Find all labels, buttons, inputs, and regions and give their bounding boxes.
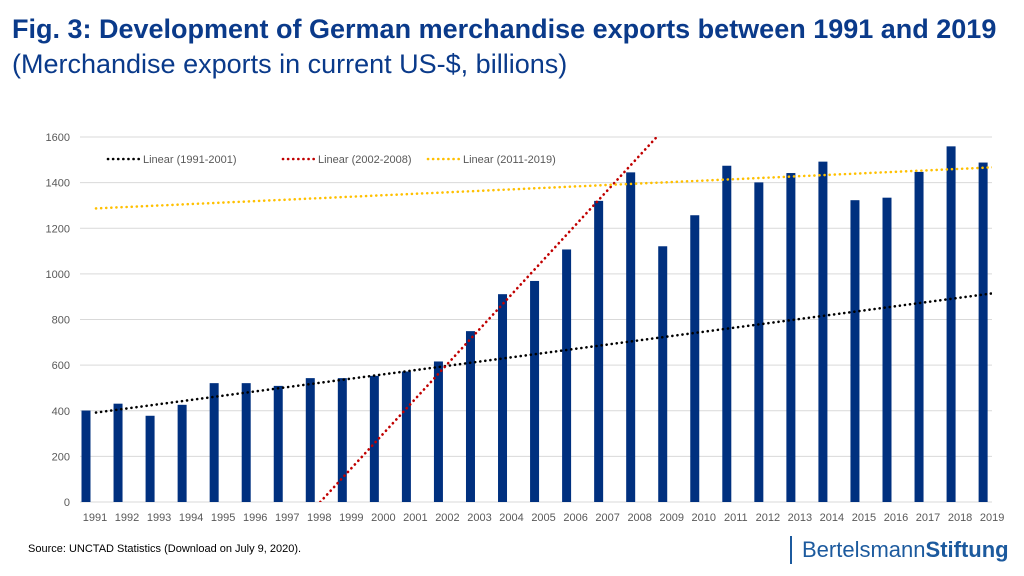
bar-2002 <box>433 361 443 502</box>
bertelsmann-logo: Bertelsmann Stiftung <box>790 535 1009 565</box>
x-tick-label: 2004 <box>499 512 523 524</box>
bar-1993 <box>145 415 155 502</box>
legend-label: Linear (2002-2008) <box>318 154 412 166</box>
y-tick-label: 400 <box>52 406 70 418</box>
bar-2015 <box>850 200 860 503</box>
bar-2010 <box>690 215 700 502</box>
x-tick-label: 2000 <box>371 512 395 524</box>
bar-2018 <box>946 146 956 502</box>
title-subtitle: (Merchandise exports in current US-$, bi… <box>12 49 568 79</box>
x-tick-label: 2019 <box>980 512 1004 524</box>
bar-2012 <box>754 182 764 502</box>
x-tick-label: 2006 <box>563 512 587 524</box>
x-tick-label: 1992 <box>115 512 139 524</box>
logo-text-1: Bertelsmann <box>802 537 926 562</box>
x-tick-label: 1993 <box>147 512 171 524</box>
x-tick-label: 2013 <box>788 512 812 524</box>
y-tick-label: 600 <box>52 360 70 372</box>
bar-2017 <box>914 171 924 502</box>
y-tick-label: 800 <box>52 315 70 327</box>
y-tick-label: 0 <box>64 497 70 509</box>
y-tick-label: 1400 <box>46 178 70 190</box>
bar-2016 <box>882 197 892 502</box>
x-tick-label: 2005 <box>531 512 555 524</box>
x-tick-label: 2017 <box>916 512 940 524</box>
x-tick-label: 2012 <box>756 512 780 524</box>
bar-2009 <box>658 246 668 502</box>
x-tick-label: 1998 <box>307 512 331 524</box>
y-tick-label: 1000 <box>46 269 70 281</box>
bar-2000 <box>369 375 379 502</box>
x-tick-label: 1999 <box>339 512 363 524</box>
y-tick-label: 200 <box>52 451 70 463</box>
x-tick-label: 1994 <box>179 512 203 524</box>
x-tick-label: 2016 <box>884 512 908 524</box>
x-tick-label: 2009 <box>659 512 683 524</box>
x-tick-label: 1995 <box>211 512 235 524</box>
bar-1992 <box>113 403 123 502</box>
x-tick-label: 2003 <box>467 512 491 524</box>
chart-title: Fig. 3: Development of German merchandis… <box>12 12 1012 82</box>
x-tick-label: 2002 <box>435 512 459 524</box>
bar-1998 <box>305 378 315 502</box>
bar-1991 <box>81 410 91 502</box>
y-tick-label: 1200 <box>46 223 70 235</box>
x-tick-label: 2007 <box>595 512 619 524</box>
logo-text-2: Stiftung <box>925 537 1009 562</box>
bar-1997 <box>273 385 283 502</box>
x-tick-label: 2014 <box>820 512 844 524</box>
x-tick-label: 1996 <box>243 512 267 524</box>
x-tick-label: 2011 <box>724 512 748 524</box>
bar-1995 <box>209 383 219 502</box>
bar-2019 <box>978 162 988 503</box>
legend-label: Linear (2011-2019) <box>463 154 556 166</box>
y-tick-label: 1600 <box>46 132 70 144</box>
bar-2007 <box>594 200 604 502</box>
trendline-0 <box>94 292 992 414</box>
x-tick-label: 1991 <box>83 512 107 524</box>
trendline-2 <box>94 166 992 210</box>
x-tick-label: 2008 <box>627 512 651 524</box>
bar-2011 <box>722 165 732 502</box>
bar-2006 <box>562 249 572 502</box>
bar-1996 <box>241 383 251 502</box>
bar-2004 <box>498 294 508 502</box>
x-tick-label: 2010 <box>692 512 716 524</box>
x-tick-label: 1997 <box>275 512 299 524</box>
legend-label: Linear (1991-2001) <box>143 154 237 166</box>
bar-1994 <box>177 404 187 502</box>
x-tick-label: 2015 <box>852 512 876 524</box>
bar-2003 <box>465 331 475 502</box>
source-note: Source: UNCTAD Statistics (Download on J… <box>28 543 302 555</box>
logo-bar-icon <box>790 536 792 564</box>
bar-2013 <box>786 173 796 502</box>
bar-1999 <box>337 378 347 502</box>
bar-2001 <box>401 371 411 502</box>
bar-2008 <box>626 172 636 502</box>
x-tick-label: 2018 <box>948 512 972 524</box>
bar-2005 <box>530 280 540 502</box>
trendline-1 <box>318 137 659 502</box>
x-tick-label: 2001 <box>403 512 427 524</box>
title-bold: Fig. 3: Development of German merchandis… <box>12 14 997 44</box>
bar-2014 <box>818 161 828 502</box>
